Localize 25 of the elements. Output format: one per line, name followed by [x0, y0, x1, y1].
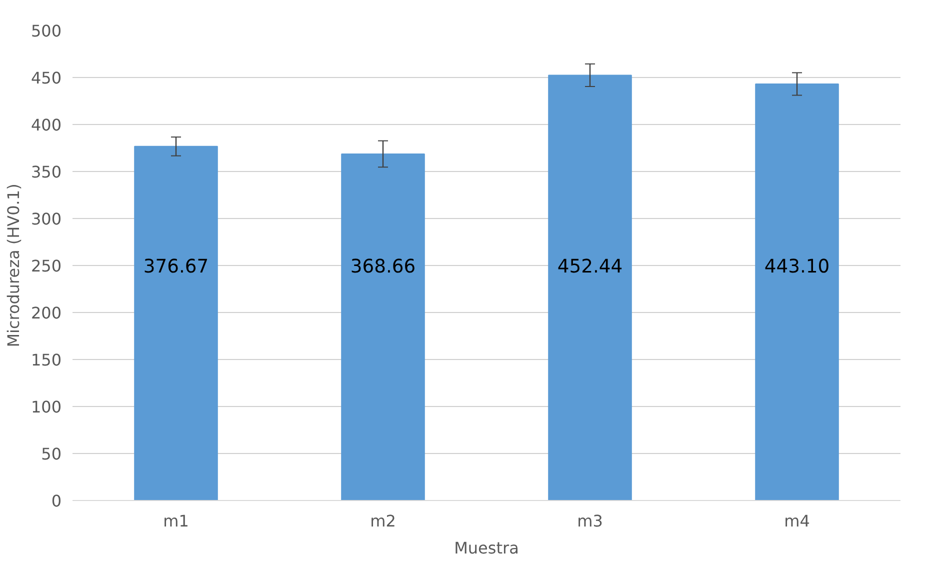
- y-tick-label: 250: [30, 256, 62, 276]
- bar: [134, 146, 218, 500]
- data-label: 443.10: [764, 256, 830, 278]
- y-axis-title: Microdureza (HV0.1): [4, 184, 23, 348]
- y-tick-label: 0: [51, 492, 62, 510]
- y-tick-label: 50: [41, 444, 62, 464]
- y-tick-label: 400: [30, 116, 62, 134]
- x-tick-label: m3: [577, 512, 603, 530]
- y-tick-label: 200: [30, 304, 62, 322]
- x-tick-label: m1: [163, 512, 189, 530]
- data-label: 452.44: [557, 256, 623, 278]
- y-tick-label: 500: [30, 22, 62, 40]
- y-tick-label: 150: [30, 350, 62, 370]
- data-label: 376.67: [143, 256, 209, 278]
- data-label: 368.66: [350, 256, 416, 278]
- y-tick-label: 100: [30, 398, 62, 416]
- bar: [548, 74, 632, 500]
- y-tick-label: 350: [30, 162, 62, 182]
- x-tick-label: m4: [784, 512, 810, 530]
- y-tick-label: 450: [30, 68, 62, 88]
- bar: [755, 83, 839, 500]
- bar: [341, 153, 425, 500]
- x-tick-label: m2: [370, 512, 396, 530]
- y-tick-label: 300: [30, 210, 62, 228]
- x-axis-title: Muestra: [454, 538, 519, 558]
